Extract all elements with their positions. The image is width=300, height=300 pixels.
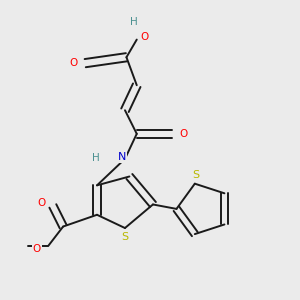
- Text: H: H: [92, 153, 99, 163]
- Text: O: O: [140, 32, 148, 42]
- Text: N: N: [118, 152, 126, 162]
- Text: S: S: [193, 170, 200, 180]
- Text: O: O: [180, 129, 188, 139]
- Text: S: S: [122, 232, 128, 242]
- Text: O: O: [32, 244, 41, 254]
- Text: O: O: [37, 198, 45, 208]
- Text: H: H: [130, 17, 138, 27]
- Text: O: O: [69, 58, 78, 68]
